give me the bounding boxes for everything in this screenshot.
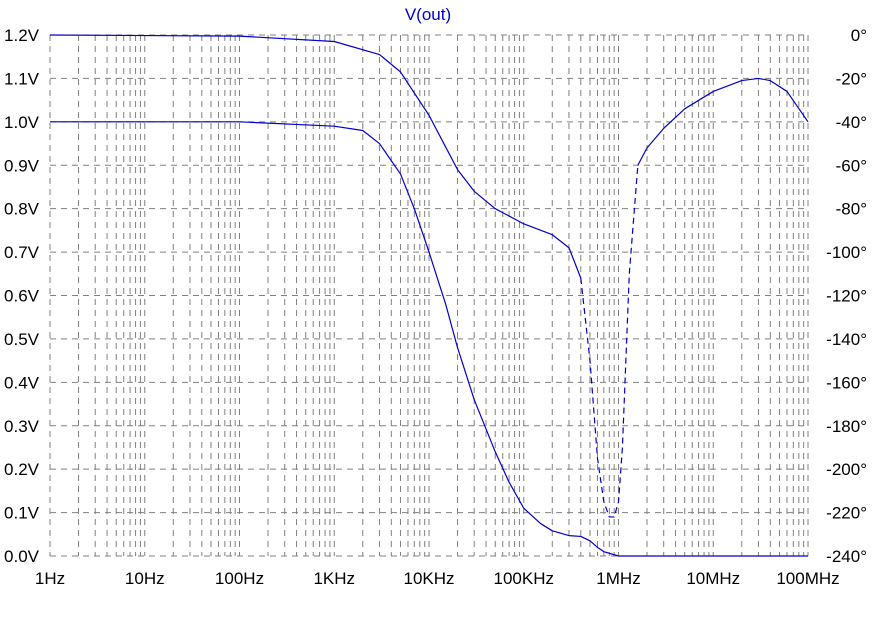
y-left-tick-label: 0.7V <box>4 243 40 262</box>
x-tick-label: 10MHz <box>686 569 740 588</box>
series-group <box>49 34 809 557</box>
x-tick-label: 10KHz <box>403 569 454 588</box>
x-tick-label: 1KHz <box>313 569 355 588</box>
y-left-tick-label: 0.9V <box>4 156 40 175</box>
grid <box>50 35 808 556</box>
x-tick-label: 10Hz <box>125 569 165 588</box>
x-tick-label: 1Hz <box>35 569 65 588</box>
y-right-tick-label: -160° <box>826 373 867 392</box>
y-right-tick-label: -180° <box>826 417 867 436</box>
y-right-tick-label: -100° <box>826 243 867 262</box>
y-right-tick-label: -200° <box>826 460 867 479</box>
phase-series-line <box>49 34 582 279</box>
y-left-tick-label: 0.8V <box>4 200 40 219</box>
x-tick-label: 1MHz <box>596 569 640 588</box>
tick-labels: 1Hz 10Hz 100Hz 1KHz 10KHz 100KHz 1MHz 10MHz 100M… <box>4 26 867 588</box>
y-left-tick-label: 0.1V <box>4 504 40 523</box>
y-right-tick-label: -20° <box>836 69 867 88</box>
y-left-tick-label: 0.2V <box>4 460 40 479</box>
x-tick-label: 100Hz <box>215 569 264 588</box>
y-left-tick-label: 0.4V <box>4 373 40 392</box>
y-right-tick-label: -120° <box>826 287 867 306</box>
y-right-tick-label: -240° <box>826 547 867 566</box>
phase-series-line <box>580 165 639 518</box>
chart-title: V(out) <box>405 5 451 24</box>
y-right-tick-label: -80° <box>836 200 867 219</box>
y-left-tick-label: 1.0V <box>4 113 40 132</box>
y-right-tick-label: -60° <box>836 156 867 175</box>
y-left-tick-label: 1.1V <box>4 69 40 88</box>
y-right-tick-label: -140° <box>826 330 867 349</box>
x-tick-label: 100KHz <box>494 569 554 588</box>
y-left-tick-label: 0.3V <box>4 417 40 436</box>
x-tick-label: 100MHz <box>776 569 839 588</box>
phase-series-line <box>637 77 809 166</box>
y-left-tick-label: 1.2V <box>4 26 40 45</box>
y-right-tick-label: -220° <box>826 504 867 523</box>
y-left-tick-label: 0.6V <box>4 287 40 306</box>
magnitude-series-line <box>50 121 808 557</box>
y-right-tick-label: -40° <box>836 113 867 132</box>
y-left-tick-label: 0.0V <box>4 547 40 566</box>
y-left-tick-label: 0.5V <box>4 330 40 349</box>
y-right-tick-label: 0° <box>851 26 867 45</box>
